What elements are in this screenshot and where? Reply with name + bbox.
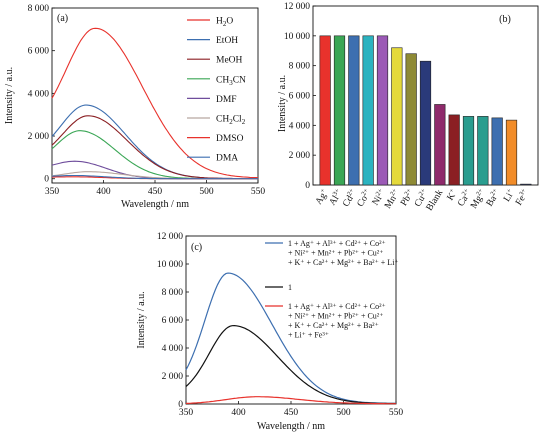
panel-b: 0 2 000 4 000 6 000 8 000 10 000 12 000 Intensi…	[277, 2, 539, 213]
legend-entry: + K⁺ + Ca²⁺ + Mg²⁺ + Ba²⁺	[288, 321, 379, 330]
panel-label: (a)	[57, 13, 68, 24]
legend-entry: H2O	[216, 17, 233, 29]
legend-entry: 1 + Ag⁺ + Al³⁺ + Cd²⁺ + Co²⁺	[288, 302, 386, 311]
series-line-7	[51, 174, 258, 180]
bar	[333, 35, 346, 186]
y-tick-label: 10 000	[157, 260, 183, 270]
bar	[419, 60, 432, 186]
y-tick-label: 2 000	[28, 132, 50, 142]
legend-entry: + Li⁺ + Fe³⁺	[288, 331, 329, 340]
panel-a: 0 2 000 4 000 6 000 8 000 350 400 450 500 550 Wave…	[4, 4, 265, 210]
x-tick-label: 400	[231, 408, 246, 418]
y-axis-label: Intensity / a.u.	[277, 75, 288, 132]
y-tick-label: 8 000	[28, 4, 50, 14]
bar	[477, 116, 489, 186]
legend-entry: + K⁺ + Ca²⁺ + Mg²⁺ + Ba²⁺ + Li⁺	[288, 258, 399, 267]
x-tick-label: Ag+	[313, 187, 331, 206]
x-tick-label: 500	[336, 408, 351, 418]
bar	[391, 47, 403, 186]
y-tick-label: 12 000	[284, 2, 310, 12]
x-tick-label: 350	[45, 187, 60, 197]
series-line-1	[185, 324, 397, 405]
y-tick-label: 6 000	[289, 92, 311, 102]
y-tick-label: 4 000	[289, 121, 311, 131]
legend-entry: CH2Cl2	[216, 115, 246, 127]
bar	[434, 104, 446, 186]
x-tick-label: Cd2+	[340, 187, 359, 209]
bar	[376, 35, 389, 186]
x-tick-label: 500	[199, 187, 214, 197]
x-tick-label: 550	[389, 408, 404, 418]
legend-entry: + Ni²⁺ + Mn²⁺ + Pb²⁺ + Cu²⁺	[288, 312, 383, 321]
bar	[319, 35, 331, 186]
y-tick-label: 4 000	[162, 344, 184, 354]
x-tick-label: Ba2+	[484, 187, 503, 208]
y-tick-label: 12 000	[157, 232, 183, 242]
bar	[348, 35, 360, 186]
y-axis-label: Intensity / a.u.	[136, 291, 147, 348]
bar	[520, 183, 532, 186]
x-tick-label: Mn2+	[382, 187, 403, 210]
x-axis-label: Wavelength / nm	[257, 421, 325, 432]
bar	[462, 116, 475, 186]
x-tick-label: Blank	[425, 188, 446, 213]
x-tick-label: 350	[179, 408, 194, 418]
legend-entry: DMSO	[216, 134, 244, 144]
y-tick-label: 2 000	[162, 372, 184, 382]
legend-entry: MeOH	[216, 56, 243, 66]
y-tick-label: 0	[44, 175, 49, 185]
legend-entry: + Ni²⁺ + Mn²⁺ + Pb²⁺ + Cu²⁺	[288, 249, 383, 258]
y-tick-label: 0	[178, 400, 183, 410]
x-tick-label: K+	[444, 187, 460, 202]
bar	[505, 119, 518, 186]
y-tick-label: 6 000	[28, 47, 50, 57]
y-tick-label: 0	[305, 181, 310, 191]
y-tick-label: 8 000	[162, 288, 184, 298]
x-tick-label: Mg2+	[468, 187, 489, 210]
y-tick-label: 8 000	[289, 62, 311, 72]
legend-entry: DMA	[216, 154, 238, 164]
series-line-0	[51, 27, 259, 179]
x-tick-label: Fe3+	[513, 187, 532, 207]
x-tick-label: Pb2+	[398, 187, 417, 208]
series-line-2	[186, 396, 396, 405]
bar	[448, 114, 460, 186]
legend-entry: EtOH	[216, 36, 238, 46]
panel-c: 0 2 000 4 000 6 000 8 000 10 000 12 000 350 400 4…	[136, 232, 403, 432]
y-tick-label: 10 000	[284, 32, 310, 42]
y-tick-label: 6 000	[162, 316, 184, 326]
series-line-2	[51, 115, 258, 180]
x-tick-label: 450	[148, 187, 163, 197]
legend-entry: 1 + Ag⁺ + Al³⁺ + Cd²⁺ + Co²⁺	[288, 239, 386, 248]
y-axis-label: Intensity / a.u.	[4, 67, 15, 124]
y-tick-label: 2 000	[289, 151, 311, 161]
x-tick-label: Co2+	[354, 187, 373, 209]
bar	[362, 35, 374, 186]
legend-entry: 1	[288, 283, 292, 292]
panel-label: (b)	[499, 14, 511, 25]
x-tick-label: 550	[251, 187, 266, 197]
panel-label: (c)	[191, 242, 202, 253]
x-tick-label: 400	[96, 187, 111, 197]
x-axis-label: Wavelength / nm	[121, 199, 189, 210]
bar	[405, 53, 417, 186]
legend-entry: CH3CN	[216, 75, 246, 87]
bar	[491, 117, 503, 186]
x-tick-label: 450	[284, 408, 299, 418]
legend-entry: DMF	[216, 95, 237, 105]
y-tick-label: 4 000	[28, 89, 50, 99]
